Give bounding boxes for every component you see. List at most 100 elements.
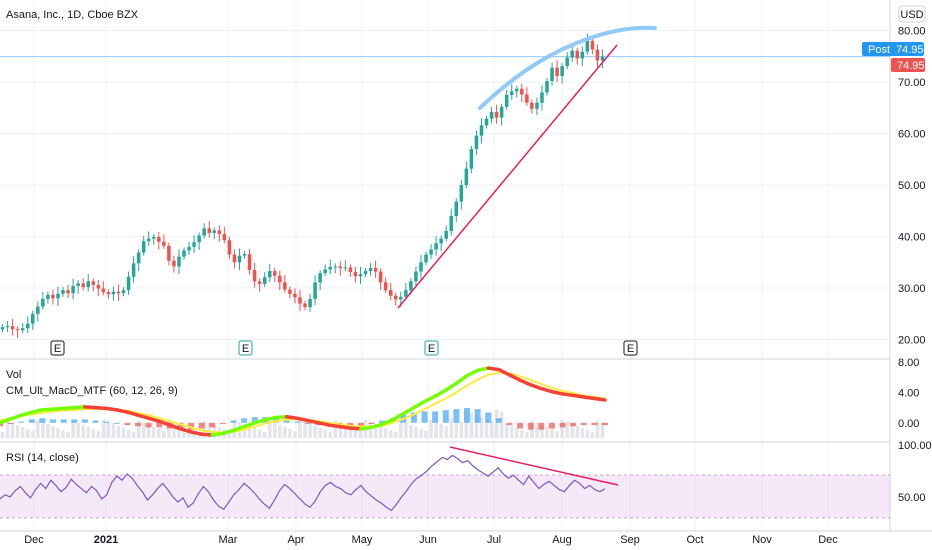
rsi-trendline[interactable]	[449, 446, 619, 486]
volume-bar	[56, 428, 60, 438]
volume-bar	[66, 432, 70, 438]
macd-line-segment	[422, 394, 437, 404]
macd-histogram-bar	[485, 412, 492, 423]
earnings-marker-label: E	[428, 343, 435, 355]
candle-body	[227, 240, 232, 255]
volume-bar	[121, 428, 126, 438]
candle-body	[20, 328, 25, 331]
candle-body	[464, 168, 469, 186]
candle-body	[530, 102, 534, 109]
candle-body	[278, 275, 282, 283]
volume-bar	[540, 425, 544, 438]
candle-body	[489, 111, 494, 119]
volume-bar	[0, 432, 5, 438]
candle-body	[61, 290, 65, 294]
volume-bar	[535, 423, 539, 438]
candle-body	[192, 242, 196, 247]
volume-bar	[177, 424, 181, 438]
volume-bars	[0, 407, 608, 438]
volume-bar	[41, 422, 45, 438]
macd-line-segment	[8, 413, 23, 421]
earnings-marker[interactable]: E	[238, 340, 253, 356]
volume-bar	[328, 432, 332, 438]
candle-body	[267, 271, 272, 278]
volume-bar	[293, 431, 297, 438]
macd-line-segment	[560, 392, 575, 398]
volume-bar	[106, 422, 111, 438]
volume-pane-title[interactable]: Vol	[6, 369, 21, 381]
candle-body	[585, 40, 590, 52]
candle-body	[25, 323, 30, 329]
candle-body	[172, 260, 176, 267]
candle-body	[404, 290, 408, 297]
macd-histogram-bar	[60, 419, 67, 423]
candle-body	[273, 271, 277, 276]
price-tick-label: 70.00	[898, 77, 926, 89]
macd-histogram-bar	[188, 422, 195, 430]
volume-bar	[499, 412, 504, 438]
currency-button-label: USD	[900, 9, 923, 21]
macd-line-segment	[337, 424, 353, 430]
volume-bar	[600, 423, 605, 438]
volume-bar	[494, 410, 499, 438]
macd-histogram-bar	[474, 409, 481, 423]
macd-line-segment	[316, 421, 331, 427]
macd-line-segment	[263, 415, 278, 422]
candle-body	[363, 271, 368, 275]
candle-body	[575, 50, 580, 59]
macd-line-segment	[433, 388, 448, 398]
macd-pane-title[interactable]: CM_Ult_MacD_MTF (60, 12, 26, 9)	[6, 385, 178, 397]
macd-line-segment	[475, 366, 490, 373]
rsi-pane-title[interactable]: RSI (14, close)	[6, 452, 79, 464]
time-tick-label: Apr	[287, 534, 304, 546]
volume-bar	[388, 430, 393, 438]
arc-drawing[interactable]	[478, 25, 657, 110]
candle-body	[36, 306, 40, 314]
macd-line-segment	[40, 407, 55, 412]
macd-histogram-bar	[177, 422, 184, 430]
macd-histogram-bar	[198, 422, 205, 429]
volume-bar	[273, 423, 277, 438]
macd-histogram-bar	[379, 420, 386, 423]
candle-body	[56, 293, 60, 299]
candle-body	[333, 266, 338, 268]
last-price-badge: 74.95	[891, 58, 925, 72]
macd-line-segment	[284, 414, 299, 420]
macd-line-segment	[104, 406, 119, 412]
volume-bar	[399, 421, 403, 438]
candle-body	[10, 326, 15, 330]
candle-body	[262, 277, 267, 284]
earnings-marker[interactable]: E	[50, 340, 65, 356]
volume-bar	[313, 426, 317, 438]
macd-histogram-bar	[18, 421, 25, 423]
candle-body	[555, 67, 559, 76]
macd-histogram-bar	[527, 422, 534, 430]
earnings-marker[interactable]: E	[623, 340, 638, 356]
macd-histogram-bar	[156, 422, 163, 428]
currency-button[interactable]: USD	[898, 5, 926, 23]
macd-line-segment	[390, 411, 406, 422]
post-label: Post	[868, 44, 890, 56]
trendline[interactable]	[397, 44, 618, 309]
candle-body	[499, 106, 504, 118]
earnings-marker[interactable]: E	[424, 340, 439, 356]
candle-body	[182, 250, 186, 257]
candle-body	[373, 267, 378, 272]
candle-body	[177, 256, 181, 267]
candle-body	[378, 271, 383, 283]
macd-histogram-bar	[495, 418, 502, 423]
volume-bar	[86, 427, 90, 438]
macd-line-segment	[465, 368, 480, 378]
volume-bar	[575, 426, 580, 438]
candle-body	[388, 290, 393, 296]
macd-line-segment	[51, 406, 66, 411]
candle-body	[222, 233, 227, 241]
macd-histogram-bar	[464, 407, 471, 423]
volume-bar	[464, 411, 469, 438]
candle-body	[293, 293, 297, 298]
candle-body	[414, 271, 418, 282]
time-tick-label: Nov	[752, 534, 772, 546]
candle-body	[202, 228, 206, 236]
volume-bar	[353, 429, 358, 438]
